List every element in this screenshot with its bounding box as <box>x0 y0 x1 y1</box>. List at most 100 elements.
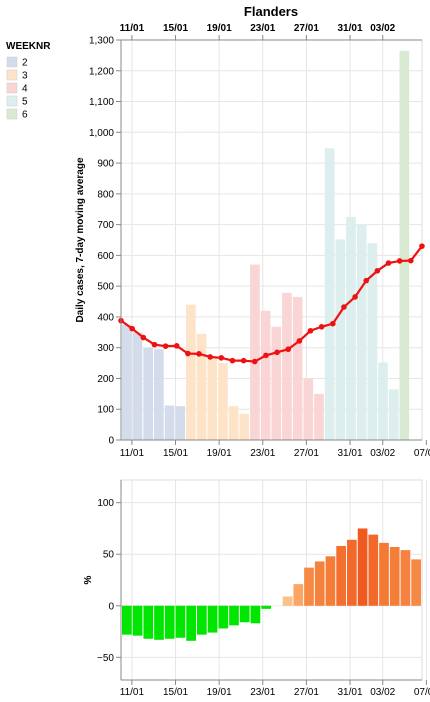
legend: WEEKNR 2 3 4 5 6 <box>6 41 51 121</box>
daily-cases-bar <box>218 363 228 440</box>
daily-cases-bar <box>388 389 399 440</box>
legend-entry-label: 4 <box>22 84 28 95</box>
top-y-tick-label: 1,300 <box>89 36 114 47</box>
top-x-upper-tick-label: 27/01 <box>294 23 319 34</box>
legend-entries: 2 3 4 5 6 <box>6 56 28 121</box>
moving-average-point <box>396 258 403 264</box>
moving-average-point <box>207 354 213 360</box>
top-y-tick-label: 1,100 <box>89 97 114 108</box>
top-x-upper-tick-label: 31/01 <box>338 23 363 34</box>
percent-change-bar <box>336 545 346 606</box>
legend-entry-label: 5 <box>22 97 28 108</box>
bottom-y-axis: 100 50 0 −50 <box>97 480 122 680</box>
daily-cases-bar <box>207 356 218 440</box>
bottom-x-tick-label: 31/01 <box>338 687 363 698</box>
top-y-tick-label: 400 <box>97 312 114 323</box>
legend-entry-label: 6 <box>22 110 28 121</box>
bottom-x-tick-label: 07/02 <box>414 687 430 698</box>
top-y-tick-label: 600 <box>97 251 114 262</box>
top-y-tick-label: 1,200 <box>89 66 114 77</box>
bottom-panel: 100 50 0 −50 11/01 15/01 19/01 23/01 27/01 31/01… <box>83 479 430 698</box>
moving-average-point <box>296 338 303 344</box>
legend-entry-label: 2 <box>22 58 28 69</box>
legend-swatch <box>6 82 18 94</box>
daily-cases-bar <box>399 50 410 441</box>
percent-change-bar <box>357 528 368 606</box>
bottom-x-tick-label: 19/01 <box>207 687 232 698</box>
top-y-tick-label: 100 <box>97 405 114 416</box>
top-y-tick-label: 500 <box>97 282 114 293</box>
moving-average-point <box>229 357 236 364</box>
daily-cases-bar <box>196 333 207 440</box>
daily-cases-bar <box>324 148 335 441</box>
daily-cases-bar <box>314 393 324 440</box>
bottom-bars <box>122 528 421 641</box>
moving-average-point <box>363 277 370 284</box>
daily-cases-bar <box>356 224 367 440</box>
percent-change-bar <box>122 605 132 635</box>
percent-change-bar <box>218 605 229 629</box>
top-y-tick-label: 800 <box>97 189 114 200</box>
bottom-y-tick-label: 50 <box>103 550 115 561</box>
top-x-upper-tick-label: 03/02 <box>370 23 395 34</box>
daily-cases-bar <box>346 216 356 440</box>
moving-average-point <box>374 267 381 274</box>
daily-cases-bar <box>143 347 154 440</box>
top-y-tick-label: 200 <box>97 374 114 385</box>
moving-average-point <box>263 352 269 359</box>
percent-change-bar <box>272 605 282 607</box>
percent-change-bar <box>229 605 239 626</box>
daily-cases-bar <box>122 324 132 440</box>
moving-average-point <box>196 351 202 357</box>
percent-change-bar <box>154 605 164 640</box>
top-x-upper-tick-label: 19/01 <box>207 23 232 34</box>
moving-average-point <box>341 304 347 310</box>
bottom-x-tick-label: 15/01 <box>163 687 188 698</box>
daily-cases-bar <box>282 292 292 440</box>
percent-change-bar <box>207 605 218 633</box>
top-x-lower-tick-label: 27/01 <box>294 448 319 459</box>
percent-change-bar <box>389 547 400 606</box>
moving-average-point <box>329 320 336 327</box>
daily-cases-bar <box>303 378 314 440</box>
percent-change-bar <box>379 542 389 606</box>
legend-swatch <box>6 56 18 68</box>
top-y-axis: 0 100 200 300 400 500 600 700 800 900 1,000 1,100 1,… <box>89 36 122 447</box>
moving-average-point <box>240 357 247 364</box>
bottom-x-tick-label: 11/01 <box>120 687 145 698</box>
top-x-axis-upper: 11/01 15/01 19/01 23/01 27/01 31/01 03/02 <box>120 23 422 41</box>
top-x-lower-tick-label: 15/01 <box>163 448 188 459</box>
daily-cases-bar <box>335 239 346 440</box>
percent-change-bar <box>143 605 154 639</box>
percent-change-bar <box>164 605 175 639</box>
top-y-tick-label: 300 <box>97 343 114 354</box>
daily-cases-bar <box>132 332 143 440</box>
percent-change-bar <box>261 605 271 609</box>
daily-cases-bar <box>271 326 282 440</box>
daily-cases-bar <box>175 406 186 440</box>
moving-average-point <box>385 260 392 266</box>
moving-average-point <box>408 257 414 264</box>
daily-cases-bar <box>367 243 378 440</box>
top-y-tick-label: 1,000 <box>89 128 114 139</box>
moving-average-point <box>162 343 169 349</box>
daily-cases-bar <box>292 296 303 440</box>
top-panel: 0 100 200 300 400 500 600 700 800 900 1,000 1,100 1,… <box>75 23 430 459</box>
top-x-lower-tick-label: 23/01 <box>250 448 275 459</box>
moving-average-point <box>285 346 292 353</box>
percent-change-bar <box>325 556 336 606</box>
top-x-lower-tick-label: 03/02 <box>370 448 395 459</box>
daily-cases-bar <box>250 264 260 440</box>
top-x-lower-tick-label: 07/02 <box>414 448 430 459</box>
chart-title: Flanders <box>244 4 298 19</box>
moving-average-point <box>218 355 225 361</box>
moving-average-path <box>120 245 423 363</box>
moving-average-point <box>352 294 358 300</box>
percent-change-bar <box>250 605 261 624</box>
bottom-y-tick-label: 100 <box>97 498 114 509</box>
daily-cases-bar <box>154 349 164 440</box>
legend-swatch <box>6 95 18 107</box>
top-x-upper-tick-label: 11/01 <box>120 23 145 34</box>
top-y-tick-label: 0 <box>108 436 114 447</box>
